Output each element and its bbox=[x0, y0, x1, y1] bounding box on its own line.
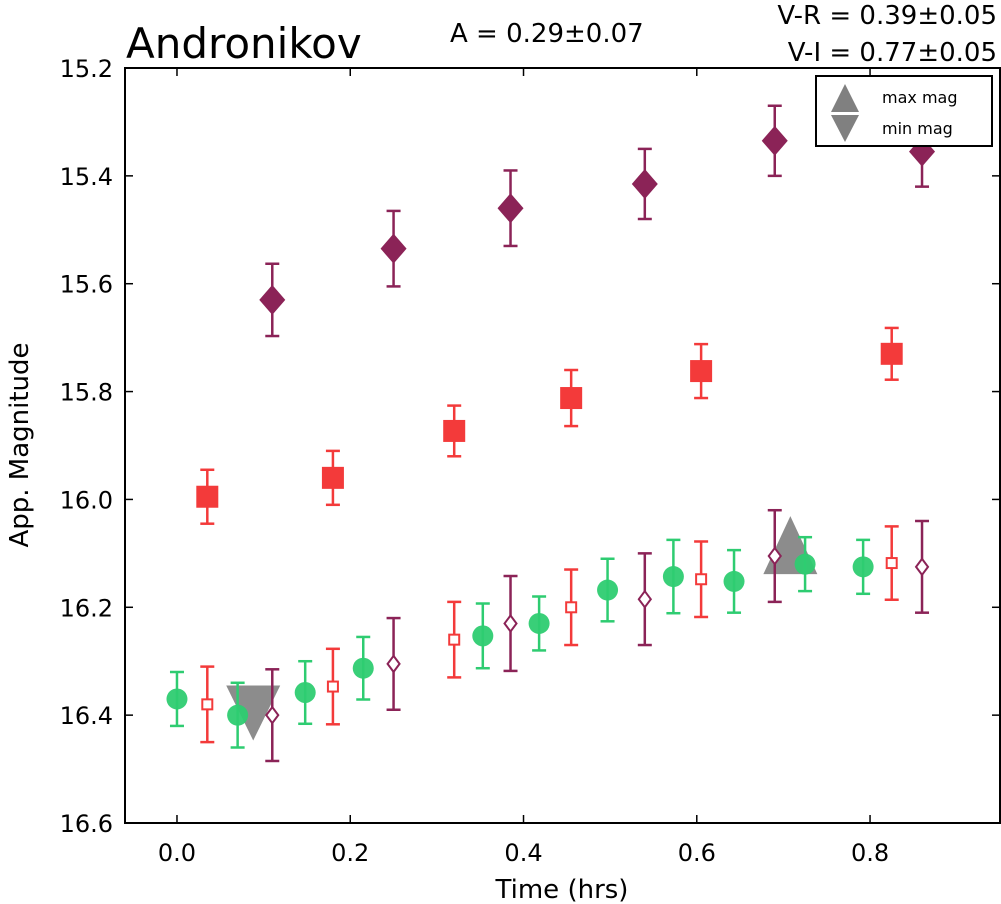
diamond-point-open bbox=[503, 613, 518, 634]
square-point bbox=[196, 485, 219, 508]
diamond-point-open bbox=[386, 654, 401, 674]
circle-point bbox=[528, 612, 550, 634]
min-mag-triangle bbox=[226, 685, 281, 741]
circle-point bbox=[794, 553, 816, 575]
x-tick-label: 0.0 bbox=[158, 839, 196, 867]
square-point bbox=[321, 466, 344, 489]
y-tick-label: 16.6 bbox=[60, 810, 113, 838]
circle-point bbox=[597, 579, 619, 601]
square-point bbox=[560, 387, 583, 410]
x-tick-label: 0.6 bbox=[678, 839, 716, 867]
square-point-open bbox=[695, 573, 708, 586]
x-tick-label: 0.4 bbox=[504, 839, 542, 867]
circle-point bbox=[166, 688, 188, 710]
min-mag-legend-marker bbox=[831, 115, 859, 142]
chart-title: Andronikov bbox=[126, 19, 362, 68]
axis-ticks: 0.0 0.2 0.4 0.6 0.8 15.2 15.4 15.6 15.8 16.0 16.2 1… bbox=[60, 55, 1000, 867]
v-i-annotation: V-I = 0.77±0.05 bbox=[788, 38, 997, 68]
legend: max mag min mag bbox=[815, 75, 993, 147]
square-point bbox=[443, 419, 466, 442]
diamond-point bbox=[761, 125, 788, 156]
y-tick-label: 15.2 bbox=[60, 55, 113, 83]
x-tick-label: 0.2 bbox=[331, 839, 369, 867]
diamond-point bbox=[259, 284, 286, 315]
circle-point bbox=[723, 570, 745, 592]
square-point-open bbox=[448, 633, 461, 646]
y-tick-label: 15.6 bbox=[60, 271, 113, 299]
x-tick-label: 0.8 bbox=[851, 839, 889, 867]
y-tick-label: 15.4 bbox=[60, 163, 113, 191]
diamond-point bbox=[380, 233, 407, 264]
circle-point bbox=[294, 681, 316, 703]
y-tick-label: 16.2 bbox=[60, 594, 113, 622]
max-mag-legend-label: max mag bbox=[882, 88, 958, 107]
plot-frame bbox=[124, 67, 1001, 824]
diamond-point-open bbox=[767, 546, 783, 566]
circle-point bbox=[227, 704, 249, 726]
x-axis-label: Time (hrs) bbox=[495, 875, 629, 904]
circle-point bbox=[472, 625, 494, 647]
square-point bbox=[690, 360, 713, 383]
diamond-point-open bbox=[265, 705, 280, 725]
min-mag-legend-label: min mag bbox=[882, 119, 953, 138]
square-point-open bbox=[565, 601, 578, 614]
v-r-annotation: V-R = 0.39±0.05 bbox=[777, 1, 997, 31]
square-point bbox=[880, 342, 903, 365]
square-point-open bbox=[201, 698, 214, 711]
circle-point bbox=[352, 657, 374, 679]
y-tick-label: 16.0 bbox=[60, 486, 113, 514]
diamond-point-open bbox=[637, 589, 653, 609]
diamond-point-open bbox=[914, 557, 930, 577]
circle-point bbox=[662, 566, 684, 588]
max-mag-legend-marker bbox=[831, 84, 859, 112]
data-marks bbox=[166, 104, 936, 763]
square-point-open bbox=[885, 557, 898, 570]
circle-point bbox=[852, 556, 874, 578]
y-tick-label: 16.4 bbox=[60, 702, 113, 730]
y-axis-label: App. Magnitude bbox=[5, 342, 35, 547]
y-tick-label: 15.8 bbox=[60, 379, 113, 407]
diamond-point bbox=[631, 168, 658, 199]
diamond-point bbox=[497, 193, 524, 224]
square-point-open bbox=[326, 680, 339, 693]
amplitude-annotation: A = 0.29±0.07 bbox=[450, 19, 644, 49]
